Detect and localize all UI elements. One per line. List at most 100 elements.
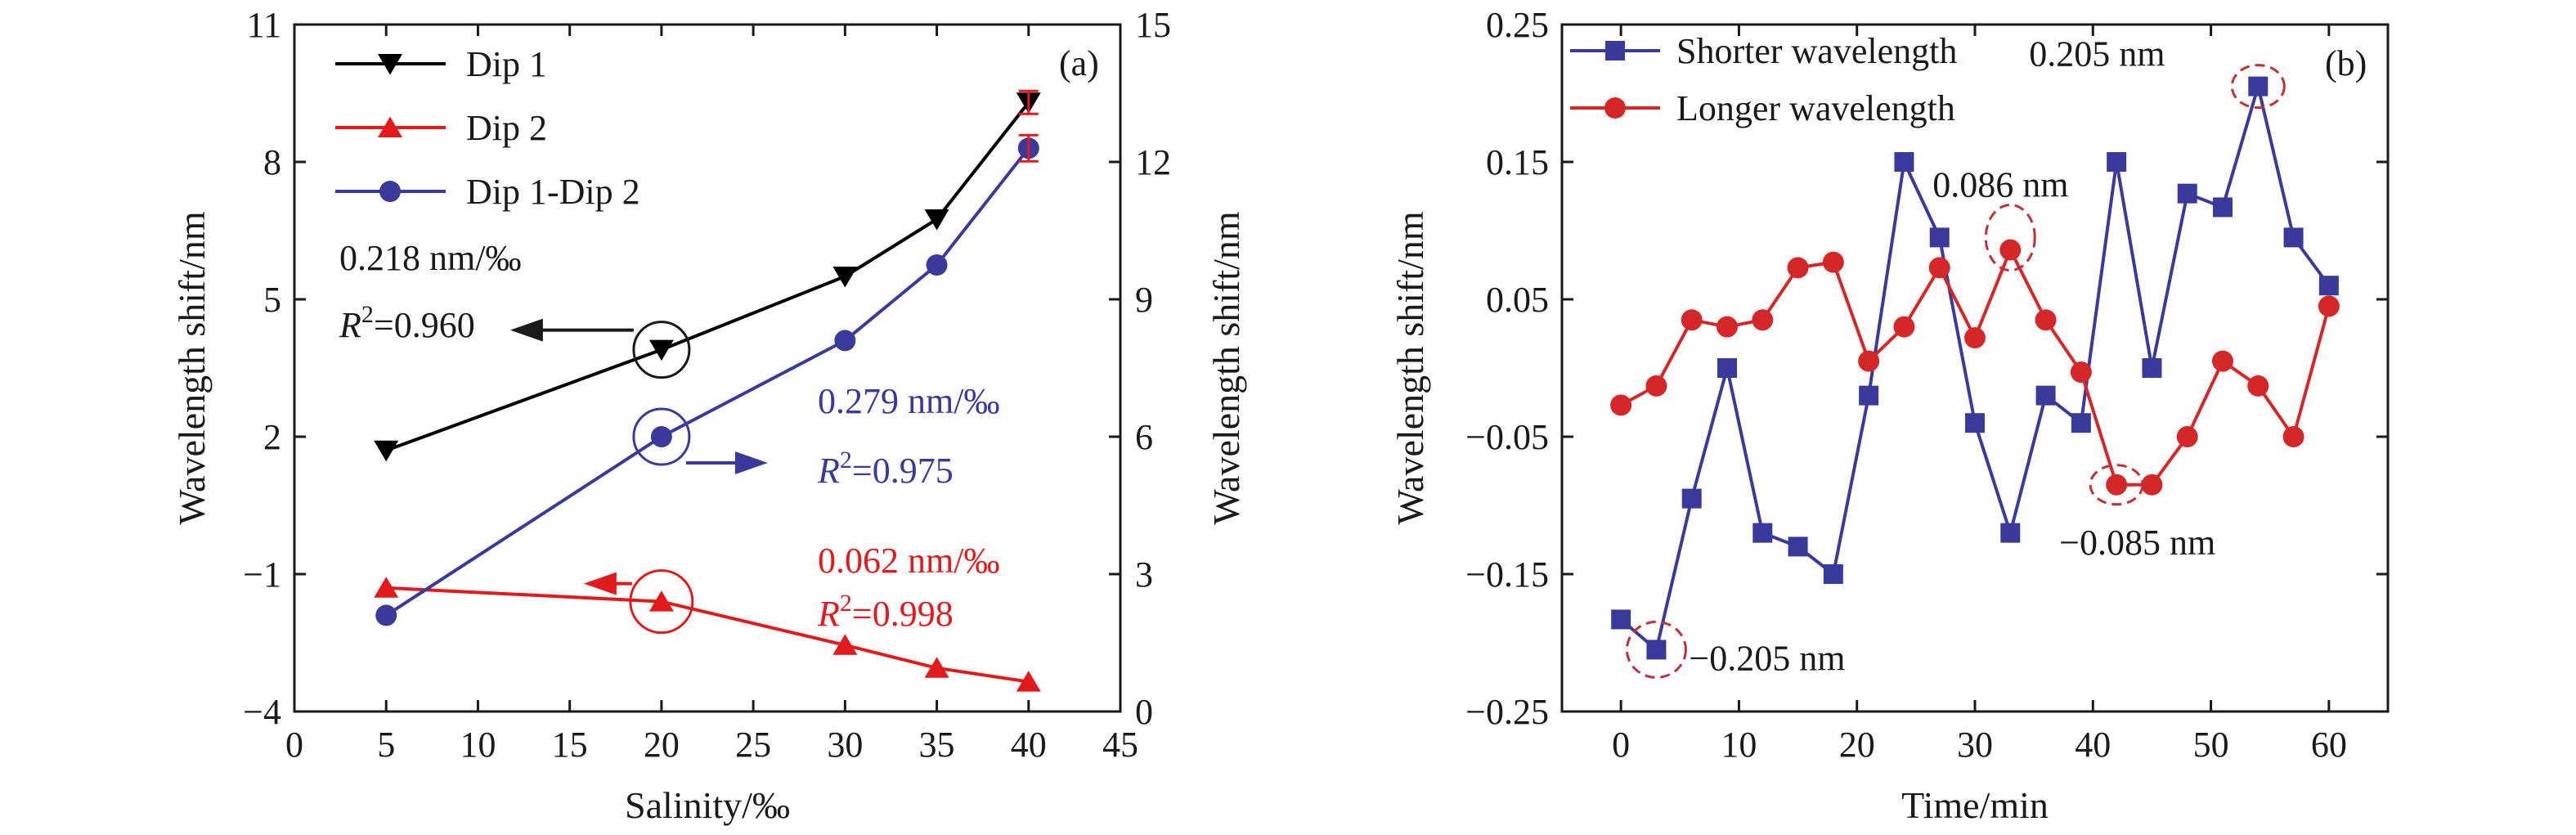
data-point: [924, 209, 949, 231]
data-point: [1823, 564, 1843, 584]
data-point: [2247, 375, 2269, 397]
annotations: 0.205 nm 0.086 nm −0.085 nm −0.205 nm: [1625, 34, 2286, 679]
fit-r2-label: R2=0.960: [339, 301, 475, 345]
legend-label: Longer wavelength: [1676, 88, 1955, 128]
x-tick-label: 0: [285, 725, 303, 765]
data-point: [832, 634, 858, 655]
data-point: [1964, 327, 1986, 349]
y2-axis-ticks: 0 3 6 9 12 15: [1109, 5, 1171, 732]
y-tick-label: 8: [263, 142, 281, 182]
legend-label: Dip 1: [466, 44, 547, 84]
x-tick-label: 40: [2075, 725, 2111, 765]
x-tick-label: 30: [827, 725, 863, 765]
y2-axis-label: Wavelength shift/nm: [1205, 211, 1247, 525]
data-point: [926, 254, 948, 276]
y-tick-label: 0.25: [1486, 5, 1549, 45]
data-point: [2282, 426, 2304, 447]
data-point: [1611, 609, 1631, 630]
x-axis-ticks: 0 5 10 15 20 25 30 35 40 45: [285, 25, 1138, 765]
data-point: [2213, 197, 2233, 218]
y-axis-label: Wavelength shift/nm: [171, 211, 213, 525]
legend-marker: [1604, 97, 1626, 119]
data-point: [2176, 426, 2198, 447]
data-point: [374, 577, 399, 598]
highlight-circle: [2089, 464, 2144, 506]
data-point: [1016, 671, 1041, 692]
y-tick-label: 2: [263, 417, 281, 457]
y2-tick-label: 3: [1135, 554, 1153, 595]
y-tick-label: 11: [247, 5, 281, 45]
annotations: 0.218 nm/‰ R2=0.960 0.279 nm/‰ R2=0.975 0.06…: [339, 238, 999, 635]
data-point: [1965, 413, 1985, 433]
y-tick-label: −0.15: [1465, 554, 1549, 595]
data-point: [374, 440, 399, 462]
fit-slope-label: 0.279 nm/‰: [818, 381, 999, 421]
y-tick-label: −4: [243, 692, 281, 732]
annotation-label: 0.205 nm: [2029, 34, 2165, 74]
legend-label: Dip 2: [466, 108, 547, 148]
x-tick-label: 15: [552, 725, 588, 765]
annotation-label: −0.085 nm: [2059, 523, 2215, 563]
y-tick-label: −1: [243, 554, 281, 595]
data-point: [375, 604, 397, 626]
x-tick-label: 60: [2311, 725, 2347, 765]
axis-indicator-circle: [632, 407, 691, 466]
y2-tick-label: 9: [1135, 280, 1153, 320]
data-point: [2212, 350, 2233, 372]
highlight-circle: [2230, 64, 2286, 110]
data-point: [1858, 350, 1880, 372]
data-point: [1859, 385, 1879, 406]
legend-marker: [1605, 41, 1625, 61]
data-point: [924, 657, 949, 678]
x-tick-label: 20: [1839, 725, 1875, 765]
data-point: [1893, 316, 1915, 338]
data-point: [1717, 358, 1737, 378]
legend-label: Dip 1-Dip 2: [466, 172, 640, 212]
legend-marker: [378, 116, 402, 137]
x-tick-label: 30: [1957, 725, 1993, 765]
axis-indicator-circle: [632, 321, 691, 379]
data-point: [2000, 523, 2021, 543]
data-point: [2070, 361, 2092, 384]
fit-slope-label: 0.062 nm/‰: [818, 541, 999, 581]
x-tick-label: 45: [1102, 725, 1138, 765]
data-point: [1645, 375, 1667, 397]
data-point: [2107, 152, 2127, 172]
panel-label: (a): [1059, 43, 1099, 83]
y-tick-label: −0.25: [1465, 692, 1549, 732]
x-axis-label: Salinity/‰: [625, 784, 790, 826]
data-point: [2035, 385, 2056, 406]
panel-label: (b): [2325, 43, 2367, 83]
x-tick-label: 5: [377, 725, 395, 765]
axis-indicator-circle: [629, 569, 694, 635]
data-point: [1646, 640, 1667, 660]
data-point: [1787, 257, 1809, 279]
data-point: [1788, 536, 1808, 557]
annotation-label: 0.086 nm: [1932, 165, 2068, 205]
y2-tick-label: 12: [1135, 142, 1171, 182]
x-tick-label: 40: [1011, 725, 1047, 765]
data-point: [834, 330, 856, 352]
legend: Shorter wavelength Longer wavelength: [1570, 31, 1957, 128]
data-point: [650, 426, 672, 447]
x-axis-label: Time/min: [1901, 784, 2049, 826]
plot-frame: [293, 23, 1122, 713]
data-point: [1717, 316, 1738, 338]
data-point: [1610, 394, 1632, 416]
chart-panel-b: 0 10 20 30 40 50 60 −0.25 −0.15 −0.05 0.05 0.15 0.2…: [1389, 5, 2390, 826]
y2-tick-label: 0: [1135, 692, 1153, 732]
annotation-label: −0.205 nm: [1689, 638, 1845, 678]
data-point: [2142, 358, 2162, 378]
y2-tick-label: 15: [1135, 5, 1171, 45]
y-tick-label: 0.05: [1486, 280, 1549, 320]
legend: Dip 1 Dip 2 Dip 1-Dip 2: [335, 44, 640, 212]
fit-slope-label: 0.218 nm/‰: [339, 238, 521, 278]
data-point: [648, 590, 674, 612]
data-point: [1752, 523, 1773, 543]
fit-r2-label: R2=0.998: [817, 590, 954, 634]
axis-indicator-arrowhead: [509, 318, 543, 342]
data-point: [2318, 295, 2340, 317]
highlight-circle: [1625, 620, 1687, 679]
x-tick-label: 35: [919, 725, 955, 765]
